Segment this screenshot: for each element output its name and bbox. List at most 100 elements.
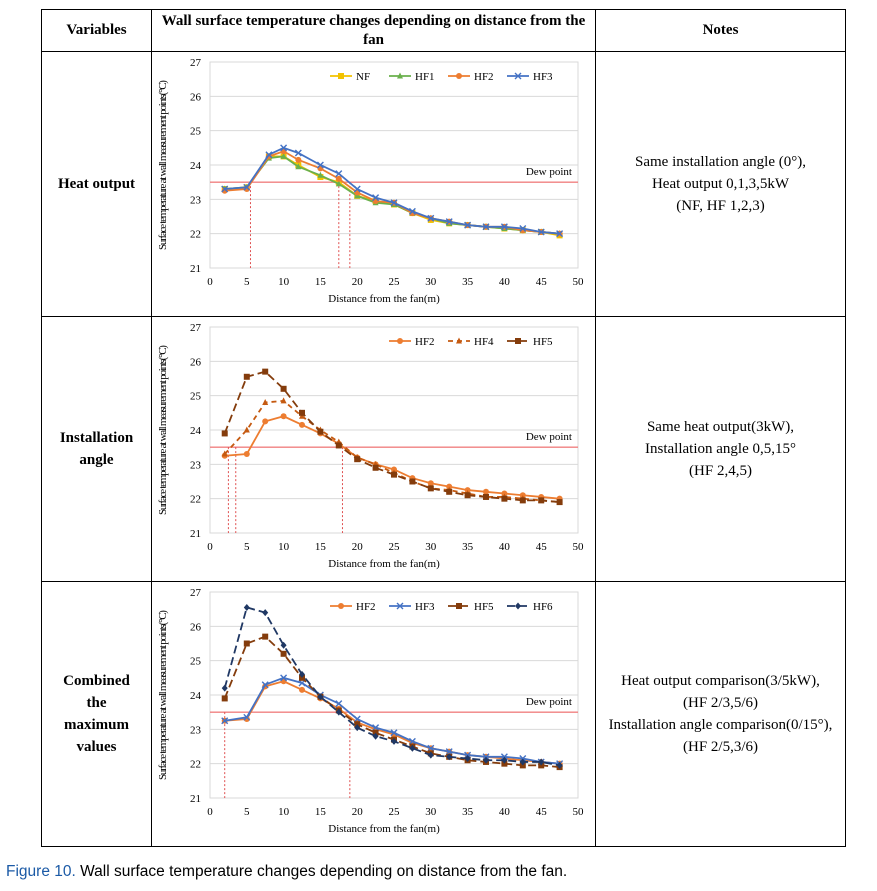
x-tick-label: 5 [244,276,250,288]
y-tick-label: 25 [190,391,202,403]
y-tick-label: 23 [190,724,202,736]
chart-installation-angle: 21 22 23 24 25 26 27 0 5 10 15 20 25 30 35 40 45 50 Distan… [157,322,584,570]
y-tick-label: 26 [190,91,202,103]
data-point [299,670,305,678]
header-chart: Wall surface temperature changes dependi… [151,9,596,52]
x-tick-label: 20 [352,276,364,288]
legend-item: HF5 [448,601,494,613]
series-hf2 [221,148,563,237]
data-point [221,684,228,692]
data-point [556,761,563,769]
legend-label: HF4 [474,336,494,348]
row-variable: Installation angle [41,316,152,582]
data-point [408,737,416,745]
x-tick-label: 25 [389,541,401,553]
data-point [317,171,324,178]
data-point [446,753,453,761]
caption-text: Wall surface temperature changes dependi… [75,863,568,880]
data-point [335,700,343,708]
data-point [294,149,302,157]
legend-item: HF2 [389,336,435,348]
data-point [221,450,228,457]
data-point [317,428,324,435]
dew-point-label: Dew point [526,166,572,178]
legend-item: HF4 [448,336,494,348]
data-point [335,175,342,182]
series-line [224,680,560,765]
legend-label: HF6 [533,601,553,613]
data-point [372,732,379,740]
note-line: Installation angle 0,5,15° [645,441,796,457]
legend-item: HF1 [389,71,435,83]
table-header-row: Variables Wall surface temperature chang… [41,9,846,52]
legend-label: HF5 [533,336,553,348]
legend-item: HF5 [507,336,553,348]
data-point [280,674,288,682]
data-point [482,223,490,231]
x-axis-label: Distance from the fan(m) [328,558,440,570]
data-point [280,397,287,404]
series-line [224,146,560,235]
data-point [221,717,229,725]
data-point [519,225,527,233]
data-point [299,409,305,416]
data-point [515,338,521,344]
data-point [501,756,508,764]
table-row: Installation angle 21 22 23 24 25 26 27 0 5 10 15 2… [41,316,846,582]
x-tick-label: 30 [425,276,437,288]
data-point [538,758,545,766]
y-tick-label: 24 [190,690,202,702]
data-point [299,421,305,428]
data-point [338,603,344,609]
data-point [221,430,228,437]
x-tick-label: 15 [315,276,327,288]
table-row: Heat output 21 22 23 24 25 26 27 0 5 10 15 20 25 30 35… [41,51,846,317]
y-tick-label: 27 [190,322,202,334]
data-point [372,724,380,732]
data-point [295,163,302,170]
y-axis-label: Surface temperature at wall measurement … [157,345,169,515]
data-point [372,464,379,471]
data-point [538,497,545,504]
results-table: Variables Wall surface temperature chang… [41,9,846,847]
legend-item: HF3 [389,601,435,613]
data-point [427,485,434,492]
data-point [397,338,403,344]
dew-point-label: Dew point [526,431,572,443]
x-tick-label: 45 [536,806,548,818]
y-tick-label: 27 [190,57,202,69]
data-point [243,640,250,647]
series-line [224,676,560,765]
x-tick-label: 50 [573,276,585,288]
data-point [445,218,453,226]
data-point [483,488,489,495]
data-point [396,602,404,610]
data-point [390,729,398,737]
x-tick-label: 20 [352,541,364,553]
chart-combined: 21 22 23 24 25 26 27 0 5 10 15 20 25 30 35 40 45 50 Distan… [157,587,584,835]
data-point [391,471,397,478]
data-point [353,715,361,723]
series-line [224,399,560,503]
data-point [427,214,435,222]
series-line [224,155,560,237]
series-hf6 [221,603,563,769]
y-tick-label: 23 [190,194,202,206]
data-point [519,758,526,766]
legend-label: HF2 [415,336,435,348]
data-point [280,385,287,392]
x-tick-label: 10 [278,806,290,818]
y-tick-label: 21 [190,793,201,805]
data-point [280,641,287,649]
data-point [243,713,251,721]
data-point [456,73,462,79]
data-point [409,478,416,485]
chart-cell: 21 22 23 24 25 26 27 0 5 10 15 20 25 30 35 40 45 50 Distan… [151,316,596,582]
note-line: Installation angle comparison(0/15°), [608,717,833,733]
x-tick-label: 40 [499,806,511,818]
figure-caption: Figure 10. Wall surface temperature chan… [6,863,567,881]
x-axis-label: Distance from the fan(m) [328,823,440,835]
y-tick-label: 21 [190,263,201,275]
data-point [372,194,380,202]
legend-label: HF3 [415,601,435,613]
